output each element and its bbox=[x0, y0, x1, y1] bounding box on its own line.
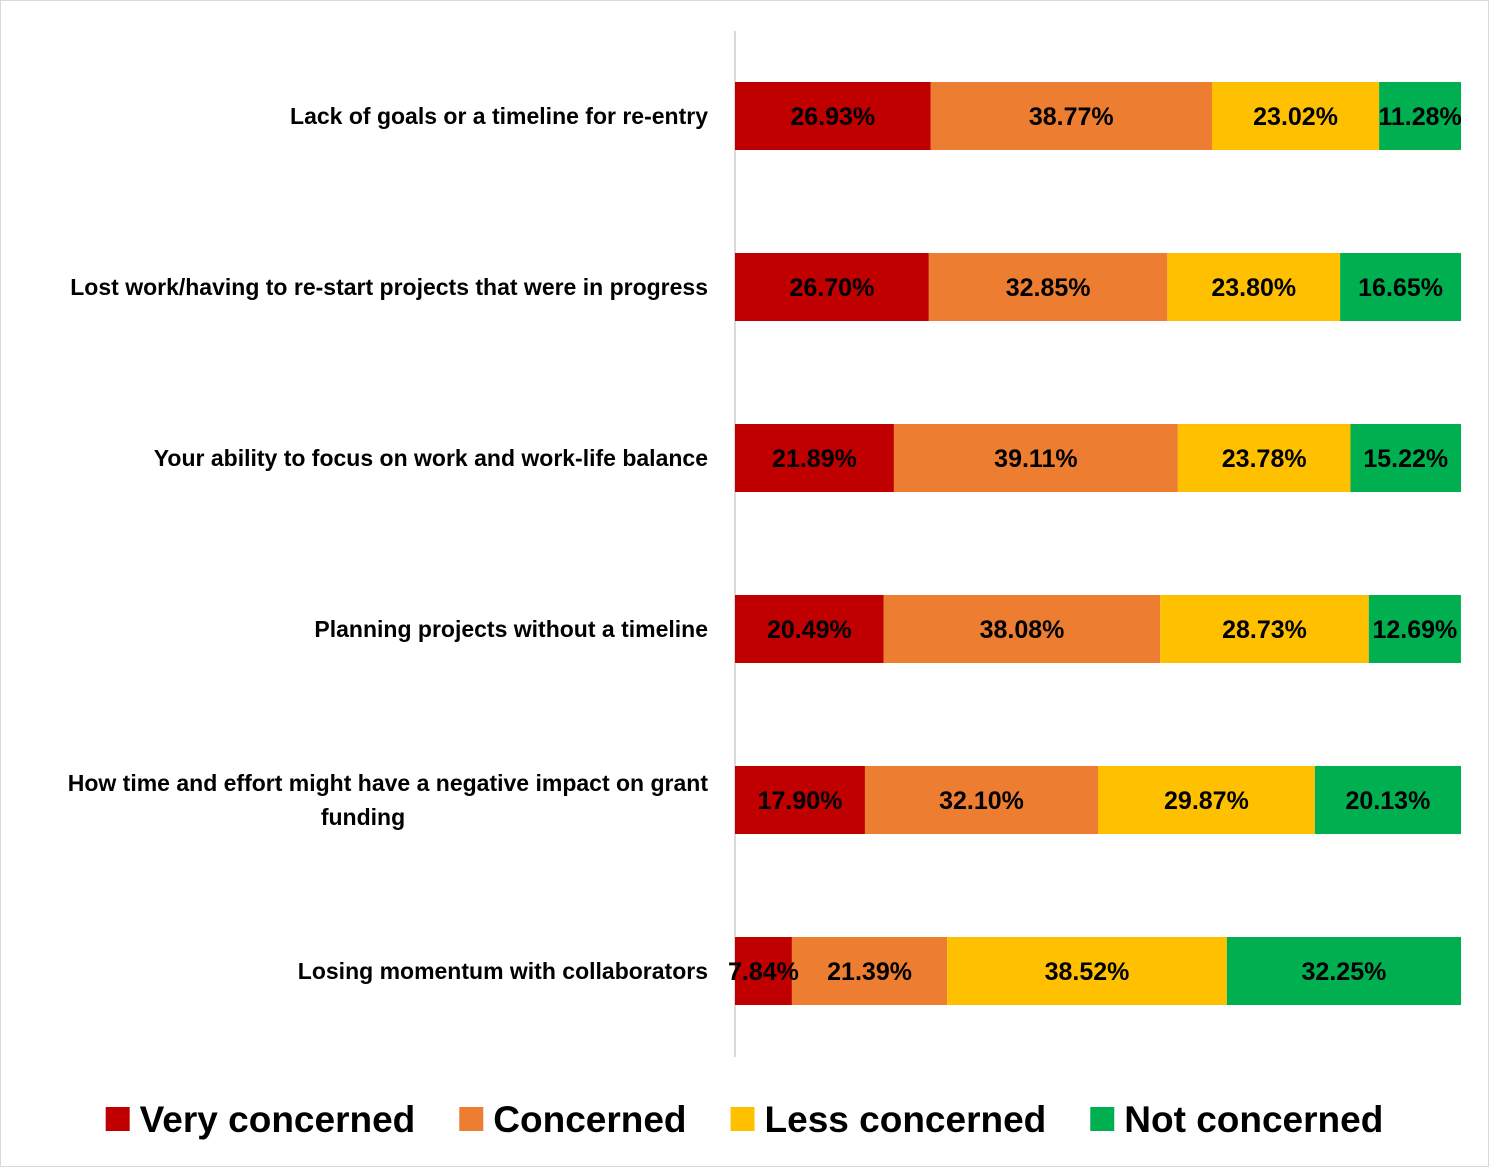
data-label: 23.80% bbox=[1211, 274, 1296, 302]
category-label-line: Lack of goals or a timeline for re-entry bbox=[290, 103, 708, 129]
data-label: 20.49% bbox=[767, 616, 852, 644]
data-label: 26.93% bbox=[790, 103, 875, 131]
legend-label: Very concerned bbox=[140, 1099, 416, 1140]
data-label: 29.87% bbox=[1164, 787, 1249, 815]
data-label: 32.10% bbox=[939, 787, 1024, 815]
legend-label: Less concerned bbox=[765, 1099, 1047, 1140]
category-label-line: Your ability to focus on work and work-l… bbox=[154, 445, 708, 471]
legend-swatch bbox=[105, 1107, 130, 1131]
data-label: 11.28% bbox=[1378, 103, 1461, 131]
category-label: Planning projects without a timeline bbox=[314, 616, 708, 642]
bar-segment bbox=[1226, 937, 1461, 1005]
bar-segment bbox=[883, 595, 1161, 663]
bar-segment bbox=[1160, 595, 1369, 663]
category-label-line: Losing momentum with collaborators bbox=[298, 958, 708, 984]
legend-item: Not concerned bbox=[1090, 1099, 1383, 1140]
bar-segment bbox=[1340, 253, 1461, 321]
data-label: 12.69% bbox=[1372, 616, 1457, 644]
data-label: 15.22% bbox=[1363, 445, 1448, 473]
bar-segment bbox=[928, 253, 1168, 321]
bar-segment bbox=[893, 424, 1178, 492]
bar-segment bbox=[735, 82, 931, 150]
legend: Very concerned Concerned Less concerned Not… bbox=[105, 1099, 1383, 1140]
bar-segment bbox=[1350, 424, 1461, 492]
data-label: 7.84% bbox=[728, 958, 799, 986]
data-label: 39.11% bbox=[994, 445, 1077, 473]
bar-segment bbox=[791, 937, 948, 1005]
data-label: 32.25% bbox=[1302, 958, 1387, 986]
data-label: 20.13% bbox=[1346, 787, 1431, 815]
category-labels: Lack of goals or a timeline for re-entry… bbox=[68, 103, 709, 984]
data-label: 16.65% bbox=[1358, 274, 1443, 302]
category-label-line: How time and effort might have a negativ… bbox=[68, 770, 709, 796]
bar-segment bbox=[930, 82, 1212, 150]
bar-segment bbox=[1314, 766, 1461, 834]
bar-segment bbox=[1177, 424, 1351, 492]
data-label: 23.78% bbox=[1222, 445, 1307, 473]
category-label-line: Planning projects without a timeline bbox=[314, 616, 708, 642]
category-label: Your ability to focus on work and work-l… bbox=[154, 445, 708, 471]
legend-swatch bbox=[1090, 1107, 1115, 1131]
bar-segment bbox=[1167, 253, 1341, 321]
data-label: 28.73% bbox=[1222, 616, 1307, 644]
bar-segment bbox=[735, 937, 792, 1005]
bar-segment bbox=[864, 766, 1098, 834]
legend-item: Very concerned bbox=[105, 1099, 416, 1140]
data-label: 32.85% bbox=[1006, 274, 1091, 302]
data-labels: 26.93% 38.77% 23.02% 11.28% 26.70% 32.85% 23.8… bbox=[728, 103, 1462, 986]
bar-segment bbox=[1379, 82, 1461, 150]
category-label: Lack of goals or a timeline for re-entry bbox=[290, 103, 708, 129]
bar-segment bbox=[735, 595, 884, 663]
bars bbox=[735, 82, 1461, 1005]
category-label-line: funding bbox=[321, 804, 405, 830]
category-label-line: Lost work/having to re-start projects th… bbox=[70, 274, 708, 300]
bar-segment bbox=[1368, 595, 1461, 663]
category-label: Losing momentum with collaborators bbox=[298, 958, 708, 984]
legend-item: Concerned bbox=[459, 1099, 687, 1140]
legend-label: Concerned bbox=[493, 1099, 686, 1140]
data-label: 38.77% bbox=[1029, 103, 1114, 131]
bar-segment bbox=[947, 937, 1227, 1005]
data-label: 21.89% bbox=[772, 445, 857, 473]
bar-segment bbox=[735, 766, 865, 834]
data-label: 17.90% bbox=[758, 787, 843, 815]
legend-swatch bbox=[459, 1107, 484, 1131]
bar-segment bbox=[1211, 82, 1380, 150]
legend-item: Less concerned bbox=[730, 1099, 1047, 1140]
data-label: 26.70% bbox=[790, 274, 875, 302]
data-label: 21.39% bbox=[827, 958, 912, 986]
category-label: How time and effort might have a negativ… bbox=[68, 770, 709, 830]
bar-segment bbox=[735, 253, 929, 321]
bar-segment bbox=[1098, 766, 1315, 834]
legend-swatch bbox=[730, 1107, 755, 1131]
legend-label: Not concerned bbox=[1124, 1099, 1383, 1140]
category-label: Lost work/having to re-start projects th… bbox=[70, 274, 708, 300]
data-label: 38.08% bbox=[980, 616, 1065, 644]
bar-segment bbox=[735, 424, 894, 492]
data-label: 23.02% bbox=[1253, 103, 1338, 131]
data-label: 38.52% bbox=[1045, 958, 1130, 986]
